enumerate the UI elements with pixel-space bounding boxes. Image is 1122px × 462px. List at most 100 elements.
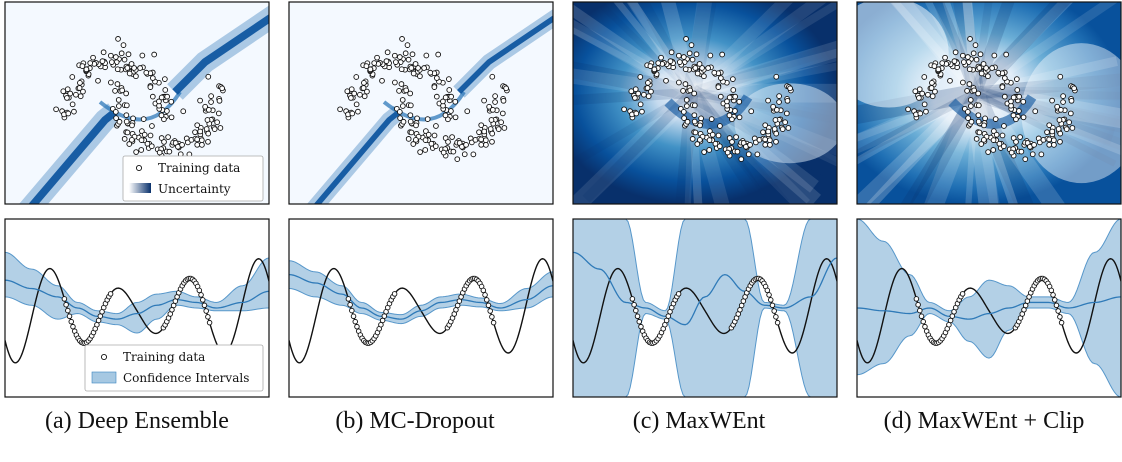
legend-box <box>122 155 264 202</box>
caption-deep-ensemble: (a) Deep Ensemble <box>45 408 229 434</box>
training-point <box>629 296 636 302</box>
training-point <box>396 88 402 94</box>
training-point <box>440 149 447 156</box>
training-point <box>697 122 703 129</box>
training-point <box>774 319 781 326</box>
training-point <box>772 117 779 123</box>
heatmap-ray <box>857 89 978 142</box>
training-point <box>446 87 453 93</box>
training-point <box>498 119 504 126</box>
training-point <box>481 97 487 104</box>
training-point <box>77 93 84 100</box>
training-point <box>976 65 983 71</box>
training-point <box>446 76 452 82</box>
training-point <box>354 323 360 330</box>
training-point <box>348 95 354 101</box>
legend-swatch-uncertainty <box>129 183 151 193</box>
uncertainty-heatmap <box>857 2 1121 204</box>
training-point <box>776 93 782 99</box>
bottom-panel-3 <box>856 218 1122 398</box>
training-point <box>1013 139 1019 145</box>
confidence-band <box>5 251 269 334</box>
training-point <box>694 70 701 77</box>
training-point <box>392 59 399 65</box>
training-point <box>70 323 76 330</box>
training-point <box>771 308 777 314</box>
training-point <box>689 56 696 63</box>
training-point <box>712 140 719 147</box>
training-point <box>684 118 691 125</box>
training-point <box>79 63 86 69</box>
training-point <box>1052 297 1058 303</box>
training-point <box>363 63 370 69</box>
training-point <box>151 51 158 58</box>
training-point <box>785 125 792 131</box>
training-point <box>917 110 924 117</box>
training-point <box>967 36 973 42</box>
heatmap-ray <box>975 86 1121 100</box>
training-point <box>124 65 131 71</box>
training-point <box>489 314 495 320</box>
training-point <box>422 137 429 143</box>
training-point <box>164 108 170 114</box>
training-point <box>162 76 168 82</box>
panel-frame <box>288 218 554 398</box>
training-point <box>638 323 644 330</box>
training-point <box>1014 76 1020 82</box>
training-point <box>215 110 222 117</box>
training-point <box>205 314 211 320</box>
heatmap-ray <box>684 2 712 94</box>
training-point <box>973 136 980 142</box>
training-point <box>773 130 780 137</box>
training-point <box>501 125 508 131</box>
training-point <box>1048 287 1055 294</box>
training-point <box>409 51 416 58</box>
training-point <box>964 109 971 115</box>
training-point <box>655 60 662 66</box>
training-point <box>960 59 967 65</box>
top-panel-3 <box>856 1 1122 205</box>
heatmap-ray <box>689 2 837 97</box>
training-point <box>138 147 145 153</box>
training-point <box>115 36 121 42</box>
training-point <box>1000 143 1007 150</box>
training-point <box>631 301 637 308</box>
training-point <box>417 149 423 155</box>
training-point <box>71 108 77 115</box>
training-point <box>352 318 358 325</box>
training-points <box>629 275 781 346</box>
training-point <box>194 136 200 143</box>
training-point <box>694 141 701 147</box>
heatmap-ray <box>971 2 993 94</box>
training-point <box>423 52 430 59</box>
training-point <box>482 137 489 144</box>
legend-bottom: Training data Confidence Intervals <box>84 344 264 392</box>
training-point <box>364 88 370 95</box>
training-point <box>347 301 353 308</box>
training-point <box>124 129 131 136</box>
training-point <box>408 129 415 136</box>
training-point <box>978 70 985 77</box>
training-point <box>691 112 698 119</box>
training-point <box>738 156 745 163</box>
training-point <box>123 118 130 125</box>
training-point <box>922 323 928 330</box>
training-point <box>112 109 119 115</box>
training-point <box>141 131 148 138</box>
confidence-band <box>857 219 1121 397</box>
training-point <box>156 149 163 156</box>
training-point <box>1018 148 1025 155</box>
training-point <box>681 115 687 121</box>
bottom-panel-0: Training data Confidence Intervals <box>4 218 270 398</box>
training-point <box>130 115 136 122</box>
training-point <box>776 99 782 105</box>
training-point <box>1010 112 1017 119</box>
confidence-band <box>573 219 837 397</box>
training-point <box>636 318 642 325</box>
training-point <box>1046 122 1053 129</box>
legend-label-training: Training data <box>158 161 240 175</box>
mean-prediction-line <box>857 296 1121 320</box>
training-point <box>1057 138 1063 145</box>
training-point <box>729 116 735 123</box>
training-point <box>1001 93 1008 100</box>
